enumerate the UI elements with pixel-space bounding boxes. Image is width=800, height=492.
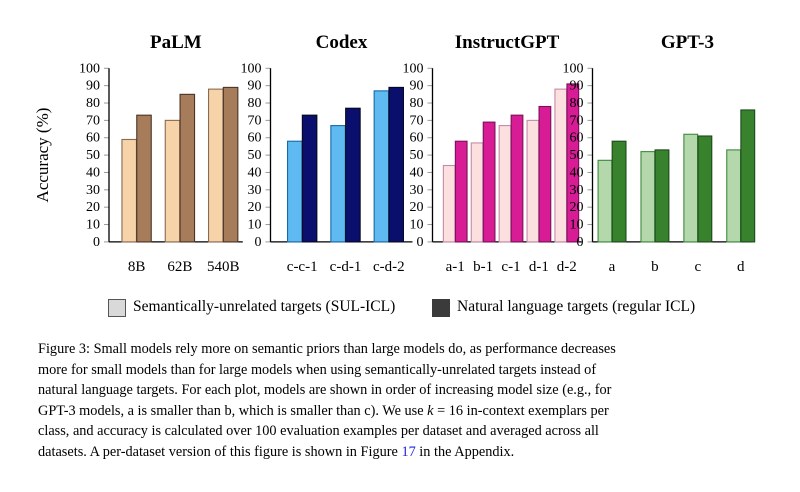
svg-text:100: 100 (79, 61, 100, 76)
svg-text:8B: 8B (128, 259, 146, 275)
svg-text:60: 60 (248, 131, 262, 146)
svg-text:50: 50 (570, 148, 584, 163)
svg-text:540B: 540B (207, 259, 240, 275)
svg-text:80: 80 (86, 96, 100, 111)
svg-text:40: 40 (86, 165, 100, 180)
svg-text:62B: 62B (167, 259, 192, 275)
svg-text:70: 70 (248, 113, 262, 128)
svg-text:40: 40 (248, 165, 262, 180)
svg-text:InstructGPT: InstructGPT (455, 32, 560, 53)
svg-text:90: 90 (570, 79, 584, 94)
svg-text:10: 10 (86, 218, 100, 233)
svg-text:Codex: Codex (316, 32, 368, 53)
svg-text:10: 10 (570, 218, 584, 233)
svg-text:50: 50 (410, 148, 424, 163)
svg-text:10: 10 (248, 218, 262, 233)
svg-text:80: 80 (248, 96, 262, 111)
svg-text:100: 100 (241, 61, 262, 76)
svg-text:30: 30 (410, 183, 424, 198)
svg-text:60: 60 (570, 131, 584, 146)
svg-text:50: 50 (248, 148, 262, 163)
svg-text:90: 90 (248, 79, 262, 94)
svg-text:100: 100 (403, 61, 424, 76)
svg-text:PaLM: PaLM (150, 32, 202, 53)
svg-text:0: 0 (93, 235, 100, 250)
svg-text:c-d-2: c-d-2 (373, 259, 405, 275)
svg-text:80: 80 (410, 96, 424, 111)
svg-text:d-1: d-1 (529, 259, 549, 275)
svg-text:d-2: d-2 (557, 259, 577, 275)
svg-text:c: c (694, 259, 701, 275)
svg-text:a: a (609, 259, 616, 275)
svg-text:20: 20 (86, 200, 100, 215)
svg-text:20: 20 (248, 200, 262, 215)
svg-text:90: 90 (410, 79, 424, 94)
svg-text:0: 0 (577, 235, 584, 250)
svg-text:10: 10 (410, 218, 424, 233)
svg-text:d: d (737, 259, 745, 275)
svg-text:70: 70 (410, 113, 424, 128)
svg-text:90: 90 (86, 79, 100, 94)
svg-text:20: 20 (410, 200, 424, 215)
svg-text:80: 80 (570, 96, 584, 111)
svg-text:100: 100 (563, 61, 584, 76)
svg-text:GPT-3: GPT-3 (661, 32, 714, 53)
svg-text:c-c-1: c-c-1 (287, 259, 318, 275)
svg-text:30: 30 (248, 183, 262, 198)
svg-text:b-1: b-1 (473, 259, 493, 275)
svg-text:b: b (651, 259, 659, 275)
svg-text:0: 0 (417, 235, 424, 250)
svg-text:a-1: a-1 (446, 259, 465, 275)
svg-text:0: 0 (255, 235, 262, 250)
svg-text:50: 50 (86, 148, 100, 163)
svg-text:60: 60 (86, 131, 100, 146)
svg-text:c-1: c-1 (501, 259, 520, 275)
svg-text:30: 30 (86, 183, 100, 198)
svg-text:30: 30 (570, 183, 584, 198)
svg-text:60: 60 (410, 131, 424, 146)
svg-text:c-d-1: c-d-1 (330, 259, 362, 275)
svg-text:40: 40 (410, 165, 424, 180)
svg-text:70: 70 (570, 113, 584, 128)
svg-text:40: 40 (570, 165, 584, 180)
svg-text:70: 70 (86, 113, 100, 128)
svg-text:20: 20 (570, 200, 584, 215)
